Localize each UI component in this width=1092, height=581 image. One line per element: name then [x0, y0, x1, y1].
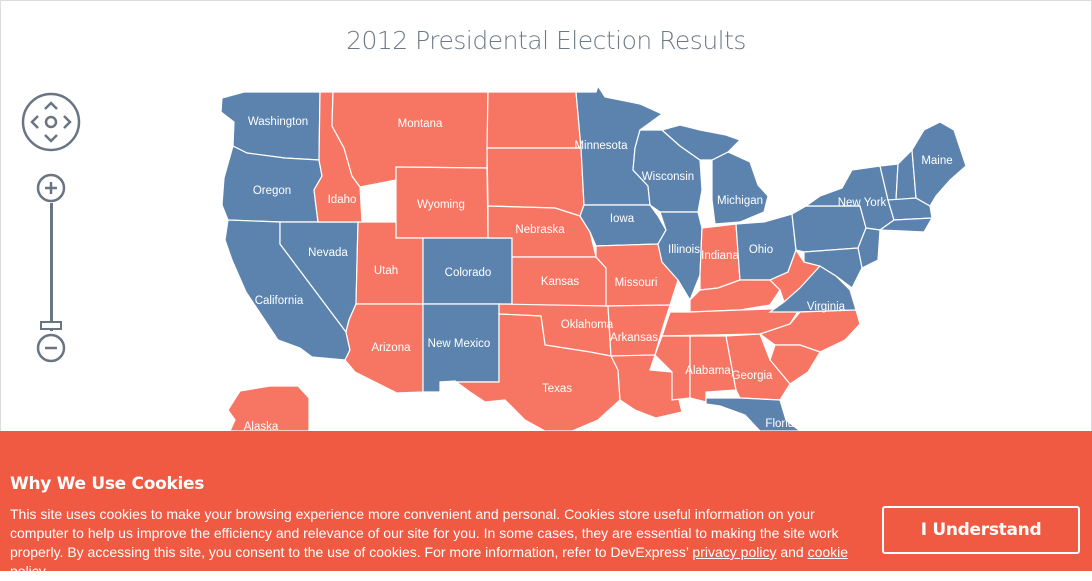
state-new-jersey[interactable]: [857, 227, 881, 269]
zoom-slider-track[interactable]: [50, 203, 53, 331]
state-connecticut[interactable]: [878, 217, 934, 233]
state-north-dakota[interactable]: [486, 91, 582, 149]
label-idaho: Idaho: [328, 194, 357, 206]
label-georgia: Georgia: [732, 370, 774, 382]
label-washington: Washington: [248, 116, 308, 128]
pan-control-icon[interactable]: [21, 92, 81, 152]
state-louisiana[interactable]: [610, 354, 683, 419]
label-alaska: Alaska: [244, 421, 279, 433]
state-michigan[interactable]: [711, 151, 769, 225]
page-title: 2012 Presidental Election Results: [346, 26, 746, 55]
state-michigan-upper[interactable]: [660, 124, 742, 161]
label-oklahoma: Oklahoma: [561, 319, 614, 331]
label-arkansas: Arkansas: [610, 332, 658, 344]
state-south-dakota[interactable]: [486, 147, 585, 217]
label-indiana: Indiana: [701, 250, 739, 262]
label-oregon: Oregon: [253, 185, 291, 197]
label-iowa: Iowa: [610, 213, 635, 225]
state-massachusetts[interactable]: [887, 197, 933, 221]
cookie-text: This site uses cookies to make your brow…: [10, 505, 860, 581]
label-nebraska: Nebraska: [515, 224, 565, 236]
label-colorado: Colorado: [445, 267, 492, 279]
label-virginia: Virginia: [807, 301, 846, 313]
label-wyoming: Wyoming: [417, 199, 465, 211]
label-wisconsin: Wisconsin: [642, 171, 694, 183]
label-minnesota: Minnesota: [574, 140, 628, 152]
label-new-mexico: New Mexico: [428, 338, 491, 350]
label-nevada: Nevada: [308, 247, 348, 259]
cookie-heading: Why We Use Cookies: [10, 474, 205, 494]
i-understand-button[interactable]: I Understand: [882, 506, 1080, 554]
zoom-in-icon[interactable]: [36, 173, 66, 203]
state-illinois[interactable]: [657, 211, 703, 302]
label-alabama: Alabama: [685, 365, 731, 377]
label-new-york: New York: [838, 197, 887, 209]
cookie-body: This site uses cookies to make your brow…: [10, 506, 839, 560]
label-california: California: [255, 295, 304, 307]
label-kansas: Kansas: [541, 276, 580, 288]
label-montana: Montana: [398, 118, 443, 130]
state-georgia[interactable]: [725, 333, 791, 401]
zoom-out-icon[interactable]: [36, 333, 66, 363]
state-maryland[interactable]: [803, 247, 863, 289]
zoom-slider-handle[interactable]: [40, 321, 62, 330]
label-ohio: Ohio: [749, 244, 773, 256]
cookie-period: .: [44, 563, 49, 579]
state-iowa[interactable]: [579, 204, 667, 247]
state-maine[interactable]: [911, 121, 967, 207]
cookie-banner: Why We Use Cookies This site uses cookie…: [0, 431, 1092, 579]
label-florida: Florida: [765, 418, 801, 430]
label-maine: Maine: [921, 155, 952, 167]
state-virginia[interactable]: [768, 265, 857, 313]
label-arizona: Arizona: [372, 342, 412, 354]
state-pennsylvania[interactable]: [791, 205, 867, 253]
label-michigan: Michigan: [717, 195, 763, 207]
label-missouri: Missouri: [615, 277, 658, 289]
label-illinois: Illinois: [668, 244, 700, 256]
privacy-policy-link[interactable]: privacy policy: [692, 544, 777, 560]
label-utah: Utah: [374, 265, 398, 277]
cookie-and: and: [776, 544, 808, 560]
label-texas: Texas: [542, 383, 572, 395]
